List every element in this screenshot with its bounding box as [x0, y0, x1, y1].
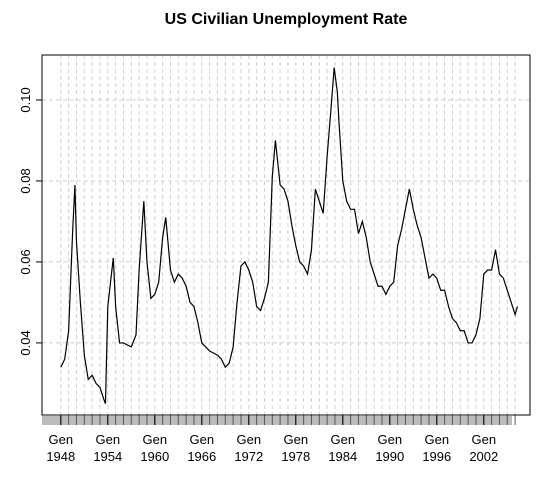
- rug-band: [42, 416, 512, 425]
- y-tick-label: 0.06: [18, 249, 33, 274]
- chart-title: US Civilian Unemployment Rate: [165, 11, 408, 28]
- y-tick-label: 0.10: [18, 87, 33, 112]
- y-tick-label: 0.04: [18, 330, 33, 355]
- y-tick-label: 0.08: [18, 168, 33, 193]
- x-tick-label: Gen 1948: [46, 432, 75, 464]
- plot-frame: [41, 54, 531, 416]
- x-tick-label: Gen 1984: [328, 432, 357, 464]
- x-tick-label: Gen 1966: [187, 432, 216, 464]
- x-tick-label: Gen 1990: [375, 432, 404, 464]
- x-tick-label: Gen 1954: [93, 432, 122, 464]
- line: [60, 67, 519, 404]
- x-tick-label: Gen 2002: [469, 432, 498, 464]
- x-tick-label: Gen 1996: [422, 432, 451, 464]
- x-tick-label: Gen 1978: [281, 432, 310, 464]
- x-tick-label: Gen 1960: [140, 432, 169, 464]
- x-tick-label: Gen 1972: [234, 432, 263, 464]
